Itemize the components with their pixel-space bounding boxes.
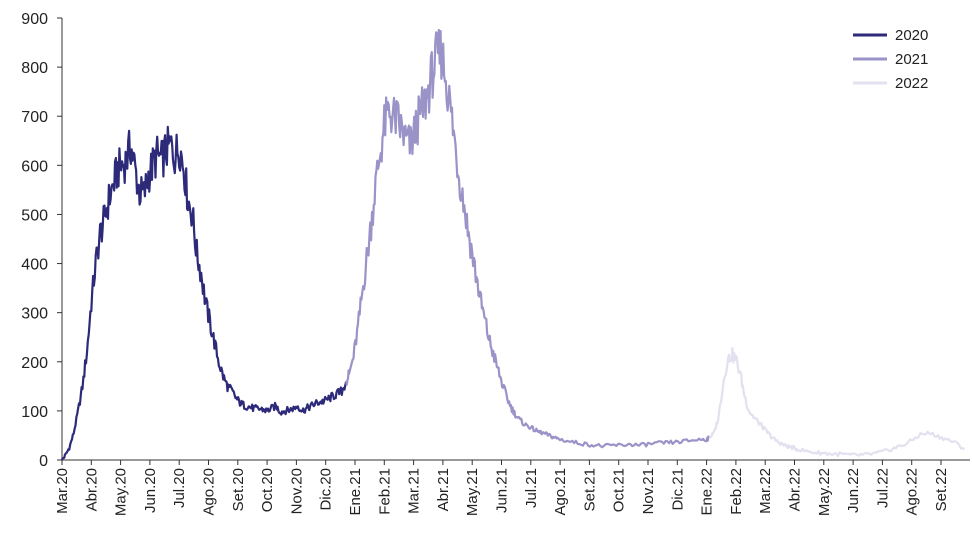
x-tick-label: Jun.21 (494, 468, 511, 513)
x-tick-label: Jun.20 (142, 468, 159, 513)
y-tick-label: 300 (21, 306, 48, 323)
x-tick-label: Feb.21 (376, 468, 393, 515)
x-tick-label: Mar.20 (54, 468, 71, 514)
x-tick-label: Set.20 (230, 468, 247, 511)
y-tick-label: 400 (21, 257, 48, 274)
x-tick-label: May.22 (816, 468, 833, 516)
legend-label-2022: 2022 (895, 75, 928, 92)
x-tick-label: Ago.20 (201, 468, 218, 516)
x-tick-label: Dic.21 (669, 468, 686, 511)
x-tick-label: Abr.20 (83, 468, 100, 511)
series-line-2022 (708, 347, 965, 458)
y-tick-label: 500 (21, 207, 48, 224)
series-line-2020 (60, 125, 348, 461)
x-tick-label: Oct.20 (259, 468, 276, 512)
series-line-2021 (345, 28, 711, 449)
x-tick-label: Set.21 (581, 468, 598, 511)
x-tick-label: Mar.22 (757, 468, 774, 514)
x-tick-label: Oct.21 (611, 468, 628, 512)
x-tick-label: Nov.20 (288, 468, 305, 514)
y-tick-label: 900 (21, 11, 48, 28)
x-tick-label: Feb.22 (728, 468, 745, 515)
y-tick-label: 800 (21, 60, 48, 77)
legend-label-2021: 2021 (895, 51, 928, 68)
x-tick-label: Ene.22 (699, 468, 716, 516)
x-tick-label: Dic.20 (318, 468, 335, 511)
x-tick-label: Jul.21 (523, 468, 540, 508)
x-tick-label: Ene.21 (347, 468, 364, 516)
x-tick-label: Ago.22 (904, 468, 921, 516)
x-tick-label: Nov.21 (640, 468, 657, 514)
x-tick-label: Ago.21 (552, 468, 569, 516)
x-tick-label: Mar.21 (406, 468, 423, 514)
y-tick-label: 600 (21, 158, 48, 175)
y-tick-label: 0 (39, 453, 48, 470)
x-tick-label: Jun.22 (845, 468, 862, 513)
y-tick-label: 700 (21, 109, 48, 126)
y-tick-label: 200 (21, 355, 48, 372)
x-tick-label: Jul.20 (171, 468, 188, 508)
x-tick-label: Jul.22 (874, 468, 891, 508)
axes: 0 100 200 300 400 500 600 700 800 900 Mar.20 Abr.20… (21, 11, 970, 516)
y-tick-label: 100 (21, 404, 48, 421)
x-tick-label: Set.22 (933, 468, 950, 511)
x-tick-label: May.20 (113, 468, 130, 516)
x-tick-label: May.21 (464, 468, 481, 516)
x-tick-label: Abr.22 (787, 468, 804, 511)
series-group (60, 28, 965, 461)
legend-label-2020: 2020 (895, 27, 928, 44)
legend: 2020 2021 2022 (853, 27, 928, 92)
x-tick-label: Abr.21 (435, 468, 452, 511)
